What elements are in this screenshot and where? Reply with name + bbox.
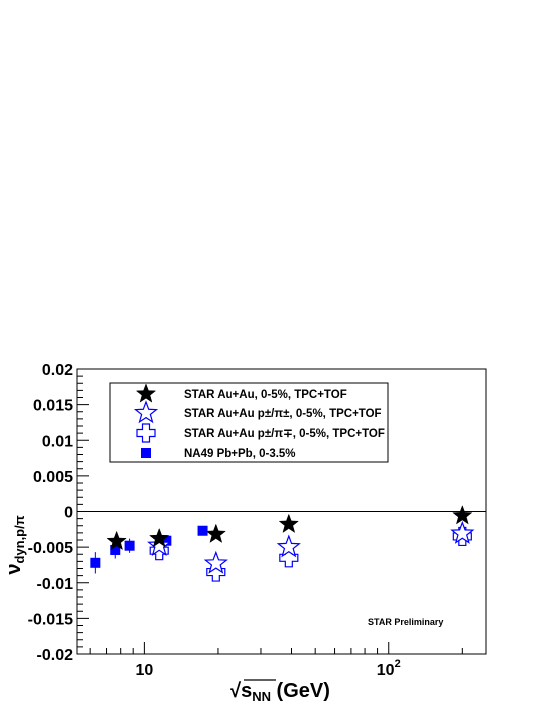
data-point-marker bbox=[106, 530, 127, 551]
data-point-marker bbox=[450, 520, 475, 544]
data-point bbox=[147, 532, 172, 556]
data-point-marker bbox=[110, 544, 121, 555]
data-point-marker bbox=[124, 540, 135, 551]
data-point bbox=[197, 525, 208, 536]
data-point bbox=[203, 550, 228, 574]
data-point-marker bbox=[149, 527, 170, 548]
data-point-marker bbox=[205, 523, 226, 543]
data-point bbox=[450, 520, 475, 544]
legend-box bbox=[109, 382, 389, 463]
data-point bbox=[106, 530, 127, 551]
legend-marker bbox=[133, 400, 159, 424]
data-point-marker bbox=[452, 505, 473, 525]
x-tick-label: 102 bbox=[377, 658, 401, 679]
data-point bbox=[90, 552, 101, 574]
data-point bbox=[205, 523, 226, 543]
data-point bbox=[278, 513, 300, 533]
data-point-marker bbox=[161, 535, 172, 546]
x-axis-title: √sNN (GeV) bbox=[230, 680, 330, 704]
axis-layer: 0.02 0.015 0.01 0.005 0 -0.005 -0.01 -0.015 -0.0… bbox=[3, 362, 487, 704]
y-tick-label: 0.005 bbox=[33, 469, 73, 486]
legend-entry: NA49 Pb+Pb, 0-3.5% bbox=[141, 448, 296, 460]
legend-label: STAR Au+Au, 0-5%, TPC+TOF bbox=[184, 389, 347, 401]
legend-label: NA49 Pb+Pb, 0-3.5% bbox=[184, 448, 296, 460]
x-tick-label: 10 bbox=[135, 662, 153, 679]
y-tick-label: -0.005 bbox=[28, 540, 73, 557]
y-tick-label: -0.015 bbox=[28, 611, 73, 628]
legend-label: STAR Au+Au p±/π∓, 0-5%, TPC+TOF bbox=[184, 428, 385, 440]
legend-entry: STAR Au+Au, 0-5%, TPC+TOF bbox=[135, 383, 347, 403]
y-tick-label: 0.01 bbox=[42, 433, 73, 450]
marker-layer bbox=[90, 505, 475, 582]
data-point-marker bbox=[276, 534, 301, 558]
annotation-text: STAR Preliminary bbox=[368, 617, 443, 627]
data-point bbox=[276, 534, 301, 558]
legend-marker bbox=[141, 448, 151, 458]
y-tick-label: 0 bbox=[64, 505, 73, 522]
legend-label: STAR Au+Au p±/π±, 0-5%, TPC+TOF bbox=[184, 408, 382, 420]
y-tick-label: 0.015 bbox=[33, 398, 73, 415]
data-point bbox=[124, 538, 135, 553]
y-tick-label: 0.02 bbox=[42, 362, 73, 379]
legend: STAR Au+Au, 0-5%, TPC+TOF STAR Au+Au p±/π… bbox=[109, 382, 389, 463]
data-point-marker bbox=[203, 550, 228, 574]
y-tick-label: -0.02 bbox=[37, 647, 74, 664]
data-point-marker bbox=[278, 513, 300, 533]
data-point bbox=[452, 505, 473, 525]
data-point-marker bbox=[147, 532, 172, 556]
data-point-marker bbox=[90, 557, 101, 568]
legend-marker bbox=[136, 423, 156, 443]
data-point-marker bbox=[197, 525, 208, 536]
data-point bbox=[149, 527, 170, 548]
legend-entry: STAR Au+Au p±/π±, 0-5%, TPC+TOF bbox=[133, 400, 382, 424]
y-tick-label: -0.01 bbox=[37, 576, 74, 593]
y-axis-title: νdyn,p/π bbox=[3, 515, 27, 574]
legend-entry: STAR Au+Au p±/π∓, 0-5%, TPC+TOF bbox=[136, 423, 385, 443]
legend-marker bbox=[135, 383, 157, 403]
